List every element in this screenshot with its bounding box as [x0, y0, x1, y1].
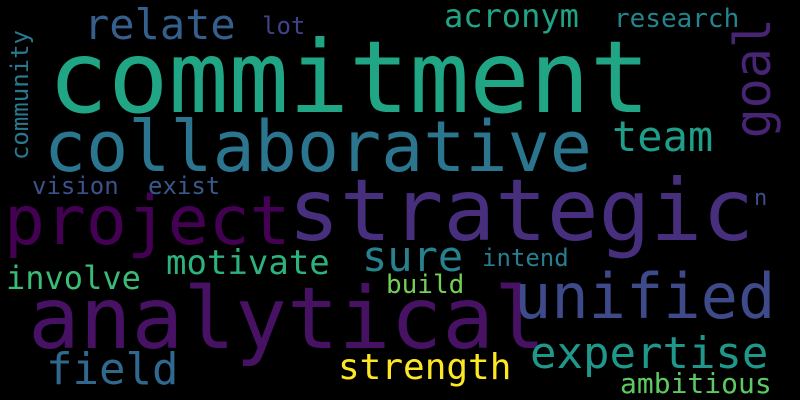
word-commitment: commitment — [48, 19, 651, 136]
word-strategic: strategic — [288, 161, 754, 261]
word-collaborative: collaborative — [44, 106, 592, 188]
word-community: community — [6, 30, 34, 161]
word-build: build — [386, 270, 465, 300]
word-research: research — [614, 4, 740, 34]
word-exist: exist — [148, 172, 221, 200]
word-project: project — [4, 182, 291, 261]
word-expertise: expertise — [530, 328, 769, 379]
word-motivate: motivate — [166, 243, 330, 283]
word-lot: lot — [262, 12, 306, 40]
word-analytical: analytical — [28, 269, 546, 369]
word-involve: involve — [6, 259, 141, 297]
word-goal: goal — [724, 18, 782, 139]
word-acronym: acronym — [444, 0, 579, 35]
word-ambitious: ambitious — [620, 367, 772, 400]
word-strength: strength — [338, 347, 512, 388]
word-relate: relate — [84, 0, 236, 49]
word-team: team — [612, 112, 714, 161]
word-field: field — [46, 344, 179, 395]
word-vision: vision — [32, 172, 119, 200]
word-sure: sure — [362, 232, 464, 281]
word-n: n — [754, 186, 768, 211]
word-unified: unified — [514, 260, 776, 333]
word-intend: intend — [482, 244, 569, 272]
